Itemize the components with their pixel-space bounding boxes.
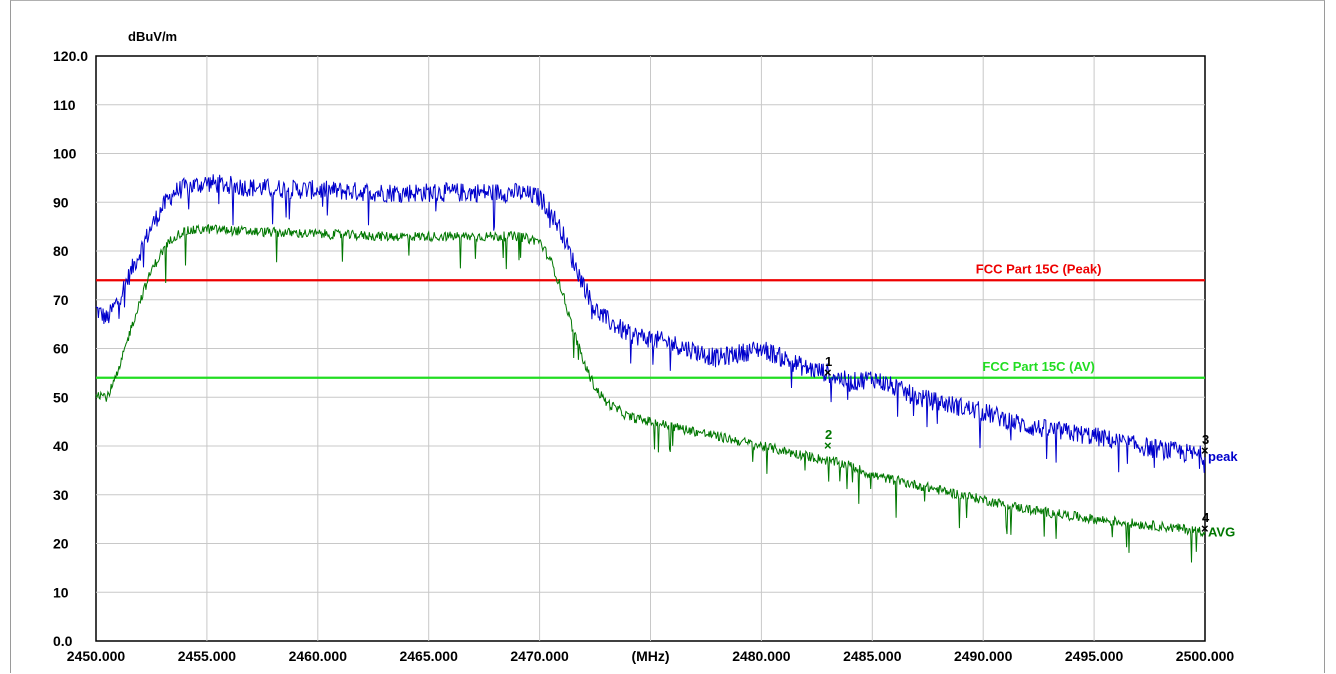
series-label: peak [1208,449,1238,464]
y-tick-label: 10 [53,584,69,600]
x-tick-label: 2450.000 [67,648,126,664]
chart-window: FCC Part 15C (Peak) FCC Part 15C (AV) pea… [10,0,1325,673]
x-tick-label: (MHz) [631,648,669,664]
x-tick-label: 2460.000 [289,648,348,664]
x-tick-label: 2485.000 [843,648,902,664]
grid [95,55,1206,642]
y-tick-label: 30 [53,487,69,503]
series-line [95,223,1206,563]
y-tick-label: 20 [53,536,69,552]
y-tick-label: 110 [53,97,76,113]
series-line [95,174,1206,473]
limit-lines: FCC Part 15C (Peak) FCC Part 15C (AV) [96,261,1205,379]
limit-line-label: FCC Part 15C (AV) [982,359,1094,374]
y-tick-label: 120.0 [53,48,88,64]
markers: ×1×2×3×4 [824,354,1210,536]
emission-chart: FCC Part 15C (Peak) FCC Part 15C (AV) pea… [53,29,1238,664]
x-tick-label: 2470.000 [510,648,569,664]
marker-number: 2 [825,427,832,442]
y-tick-label: 40 [53,438,69,454]
x-tick-label: 2480.000 [732,648,791,664]
x-tick-label: 2465.000 [399,648,458,664]
limit-line-label: FCC Part 15C (Peak) [976,261,1102,276]
series-lines: peak AVG [95,174,1238,563]
y-axis-label: dBuV/m [128,29,177,44]
marker-number: 1 [825,354,832,369]
marker-number: 4 [1202,510,1210,525]
y-tick-label: 100 [53,146,77,162]
axes: 2450.000 2455.000 2460.000 2465.000 2470.000… [53,48,1234,664]
y-tick-label: 50 [53,389,69,405]
series-label: AVG [1208,524,1235,539]
marker-symbol: × [824,365,832,380]
y-tick-label: 70 [53,292,69,308]
y-tick-label: 80 [53,243,69,259]
x-tick-label: 2455.000 [178,648,237,664]
y-tick-label: 90 [53,194,69,210]
marker-symbol: × [824,438,832,453]
x-tick-label: 2500.000 [1176,648,1235,664]
marker-symbol: × [1201,521,1209,536]
y-tick-label: 60 [53,341,69,357]
marker-symbol: × [1201,443,1209,458]
x-tick-label: 2495.000 [1065,648,1124,664]
marker-number: 3 [1202,432,1209,447]
y-tick-label: 0.0 [53,633,73,649]
x-tick-label: 2490.000 [954,648,1013,664]
